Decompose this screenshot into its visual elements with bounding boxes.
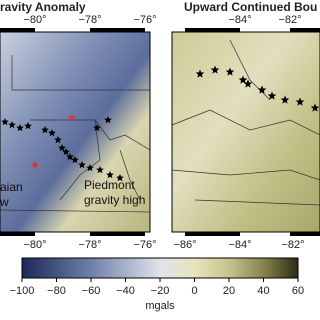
station-marker	[24, 122, 32, 130]
colorbar-tick-label: −20	[151, 285, 170, 297]
annotation: aian	[0, 180, 23, 194]
colorbar-tick-label: −60	[82, 285, 101, 297]
station-marker	[62, 148, 70, 156]
station-marker	[71, 156, 79, 164]
station-marker	[41, 126, 49, 134]
map-tick-label: −84°	[228, 239, 251, 251]
station-marker	[68, 114, 76, 122]
station-marker	[267, 91, 277, 100]
station-marker	[257, 85, 267, 94]
colorbar	[21, 257, 299, 279]
map-tick-label: −76°	[133, 14, 156, 26]
station-marker	[280, 95, 290, 104]
station-marker	[238, 75, 248, 84]
station-marker	[225, 67, 235, 76]
map-tick-label: −80°	[23, 239, 46, 251]
colorbar-tick-label: 0	[191, 285, 197, 297]
station-marker	[116, 174, 124, 182]
station-marker	[16, 124, 24, 132]
station-marker	[86, 164, 94, 172]
colorbar-label: mgals	[145, 300, 175, 312]
map-title: ravity Anomaly	[0, 0, 86, 14]
station-marker	[295, 97, 305, 106]
station-marker	[1, 118, 9, 126]
station-marker	[310, 103, 320, 112]
annotation: gravity high	[84, 193, 145, 207]
station-marker	[106, 171, 114, 179]
station-marker	[54, 136, 62, 144]
station-marker	[93, 124, 101, 132]
station-marker	[96, 166, 104, 174]
station-marker	[66, 153, 74, 161]
map-tick-label: −82°	[278, 14, 301, 26]
map-tick-label: −86°	[173, 239, 196, 251]
station-marker	[31, 161, 39, 169]
station-marker	[48, 129, 56, 137]
annotation: Piedmont	[84, 178, 135, 192]
colorbar-tick-label: 20	[223, 285, 235, 297]
map-tick-label: −78°	[78, 239, 101, 251]
map-tick-label: −82°	[281, 239, 304, 251]
station-marker	[78, 161, 86, 169]
station-marker	[243, 79, 253, 88]
map-tick-label: −80°	[23, 14, 46, 26]
station-marker	[195, 69, 205, 78]
colorbar-tick-label: −100	[10, 285, 35, 297]
left-map	[0, 28, 151, 236]
right-map	[171, 28, 320, 236]
station-marker	[104, 116, 112, 124]
station-marker	[8, 121, 16, 129]
station-marker	[210, 65, 220, 74]
map-title: Upward Continued Bou	[184, 0, 317, 14]
map-tick-label: −84°	[228, 14, 251, 26]
colorbar-tick-label: −40	[116, 285, 135, 297]
map-tick-label: −76°	[133, 239, 156, 251]
annotation: w	[0, 195, 9, 209]
colorbar-tick-label: 60	[292, 285, 304, 297]
station-marker	[58, 144, 66, 152]
colorbar-tick-label: 40	[257, 285, 269, 297]
colorbar-tick-label: −80	[47, 285, 66, 297]
map-tick-label: −78°	[78, 14, 101, 26]
